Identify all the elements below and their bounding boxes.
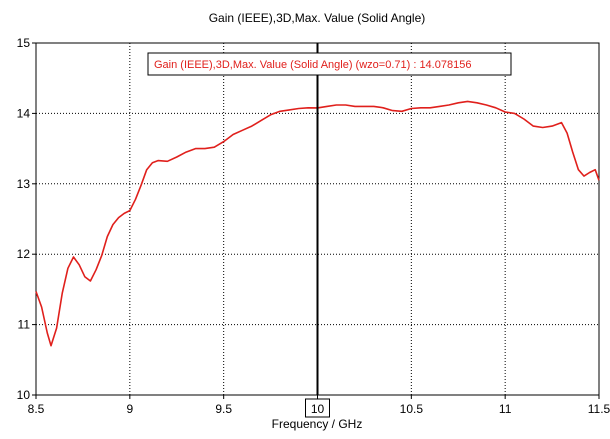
x-tick-label: 11 bbox=[499, 402, 512, 416]
gain-series-line bbox=[35, 100, 600, 347]
x-tick-label: 9 bbox=[126, 402, 133, 416]
x-tick-label: 9.5 bbox=[215, 402, 232, 416]
marker-annotation-box bbox=[147, 52, 512, 76]
y-tick-label: 15 bbox=[17, 36, 31, 50]
x-tick-label: 11.5 bbox=[588, 402, 610, 416]
chart-title: Gain (IEEE),3D,Max. Value (Solid Angle) bbox=[209, 11, 426, 25]
y-tick-label: 14 bbox=[17, 106, 31, 120]
y-tick-label: 13 bbox=[17, 177, 31, 191]
y-tick-label: 11 bbox=[18, 318, 31, 332]
marker-x-label-box bbox=[305, 398, 330, 418]
x-axis-title: Frequency / GHz bbox=[272, 417, 363, 431]
marker-annotation-text: Gain (IEEE),3D,Max. Value (Solid Angle) … bbox=[154, 59, 471, 71]
y-tick-label: 10 bbox=[17, 388, 31, 402]
marker-x-label: 10 bbox=[311, 402, 325, 416]
x-tick-label: 8.5 bbox=[28, 402, 45, 416]
y-tick-label: 12 bbox=[17, 247, 31, 261]
x-tick-label: 10.5 bbox=[400, 402, 424, 416]
